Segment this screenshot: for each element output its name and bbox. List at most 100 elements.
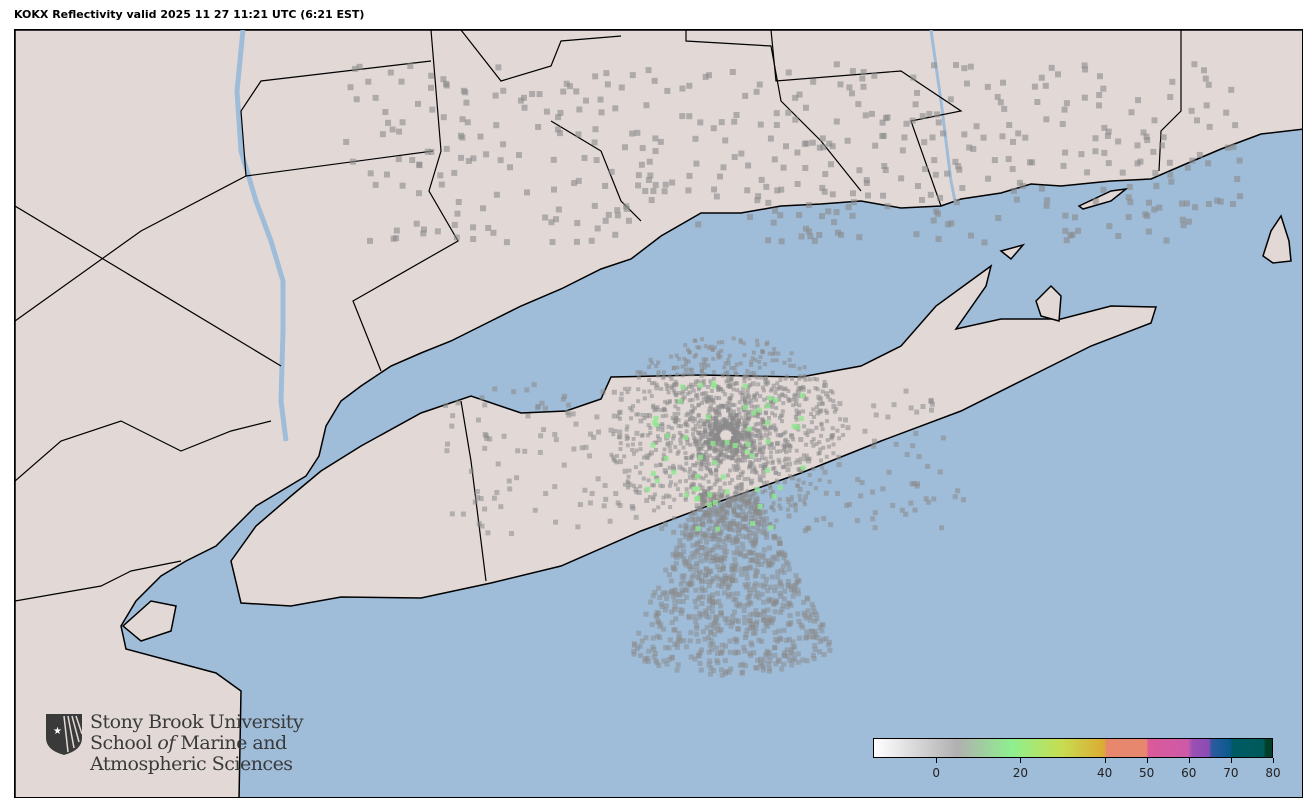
echo-pixel [696,420,701,425]
echo-pixel [706,583,712,589]
echo-pixel [770,404,775,409]
echo-pixel [692,475,698,481]
echo-pixel [521,104,528,111]
echo-pixel [789,351,794,356]
echo-pixel [727,638,733,644]
echo-pixel [706,435,711,440]
echo-pixel [758,522,764,528]
echo-pixel [680,396,685,401]
echo-pixel [592,126,599,133]
echo-pixel [762,521,768,527]
echo-pixel [603,70,610,77]
echo-pixel [781,569,787,575]
echo-pixel [734,550,740,556]
echo-pixel [793,573,799,579]
echo-pixel [778,609,784,615]
echo-pixel [676,356,681,361]
echo-pixel [735,545,741,551]
echo-pixel [693,442,698,447]
echo-pixel [880,132,887,139]
echo-pixel [702,489,708,495]
echo-pixel [735,531,741,537]
echo-pixel [563,80,570,87]
echo-pixel [356,63,363,70]
echo-pixel [735,449,740,454]
echo-pixel [809,601,815,607]
echo-pixel [728,396,733,401]
echo-pixel [763,377,768,382]
echo-pixel [583,444,589,450]
echo-pixel [683,522,689,528]
echo-pixel [777,212,784,219]
echo-pixel [570,411,576,417]
echo-pixel [661,188,668,195]
echo-pixel [577,502,583,508]
echo-pixel [683,422,688,427]
echo-pixel [723,392,728,397]
echo-pixel [1217,198,1224,205]
echo-pixel [646,478,651,483]
echo-pixel [803,494,809,500]
echo-pixel [903,388,909,394]
echo-pixel [753,608,759,614]
echo-pixel [786,388,791,393]
echo-pixel [846,84,853,91]
echo-pixel [688,413,693,418]
echo-pixel [724,516,729,521]
echo-pixel [717,428,722,433]
echo-pixel [699,585,705,591]
echo-pixel [734,452,739,457]
echo-pixel [690,397,695,402]
echo-pixel [746,214,753,221]
echo-pixel [721,556,727,562]
echo-pixel [1019,182,1026,189]
echo-pixel [672,382,678,388]
echo-pixel [708,547,714,553]
echo-pixel [655,610,661,616]
echo-pixel [944,170,951,177]
echo-pixel [690,403,695,408]
echo-pixel [690,510,696,516]
echo-pixel [470,236,477,243]
hudson-river [234,30,289,442]
echo-pixel [776,536,782,542]
echo-pixel [713,494,719,500]
echo-pixel [1100,85,1107,92]
echo-pixel [1183,200,1190,207]
echo-pixel [591,202,598,209]
echo-pixel [795,659,801,665]
echo-pixel [483,433,489,439]
echo-pixel [652,492,657,497]
echo-pixel [772,630,778,636]
echo-pixel [689,409,694,414]
echo-pixel [707,441,712,446]
echo-pixel [553,216,560,223]
echo-pixel [667,444,672,449]
echo-pixel [731,438,736,443]
echo-pixel [693,338,698,343]
echo-pixel [731,550,737,556]
echo-pixel [470,224,477,231]
echo-pixel [763,534,769,540]
echo-pixel [692,135,699,142]
echo-pixel [733,639,739,645]
echo-pixel [730,402,735,407]
echo-pixel [845,425,851,431]
echo-pixel [758,656,764,662]
echo-pixel [800,386,806,392]
echo-pixel [658,462,663,467]
echo-pixel [829,143,836,150]
echo-pixel [629,130,636,137]
echo-pixel [672,607,678,613]
echo-pixel [968,232,975,239]
echo-pixel [638,484,643,489]
echo-pixel [1001,105,1008,112]
echo-pixel [667,399,672,404]
echo-pixel [705,513,711,519]
echo-pixel [727,649,733,655]
echo-pixel [742,341,747,346]
echo-pixel [687,398,692,403]
echo-pixel [991,157,998,164]
echo-pixel [1135,97,1142,104]
echo-pixel [775,440,781,446]
